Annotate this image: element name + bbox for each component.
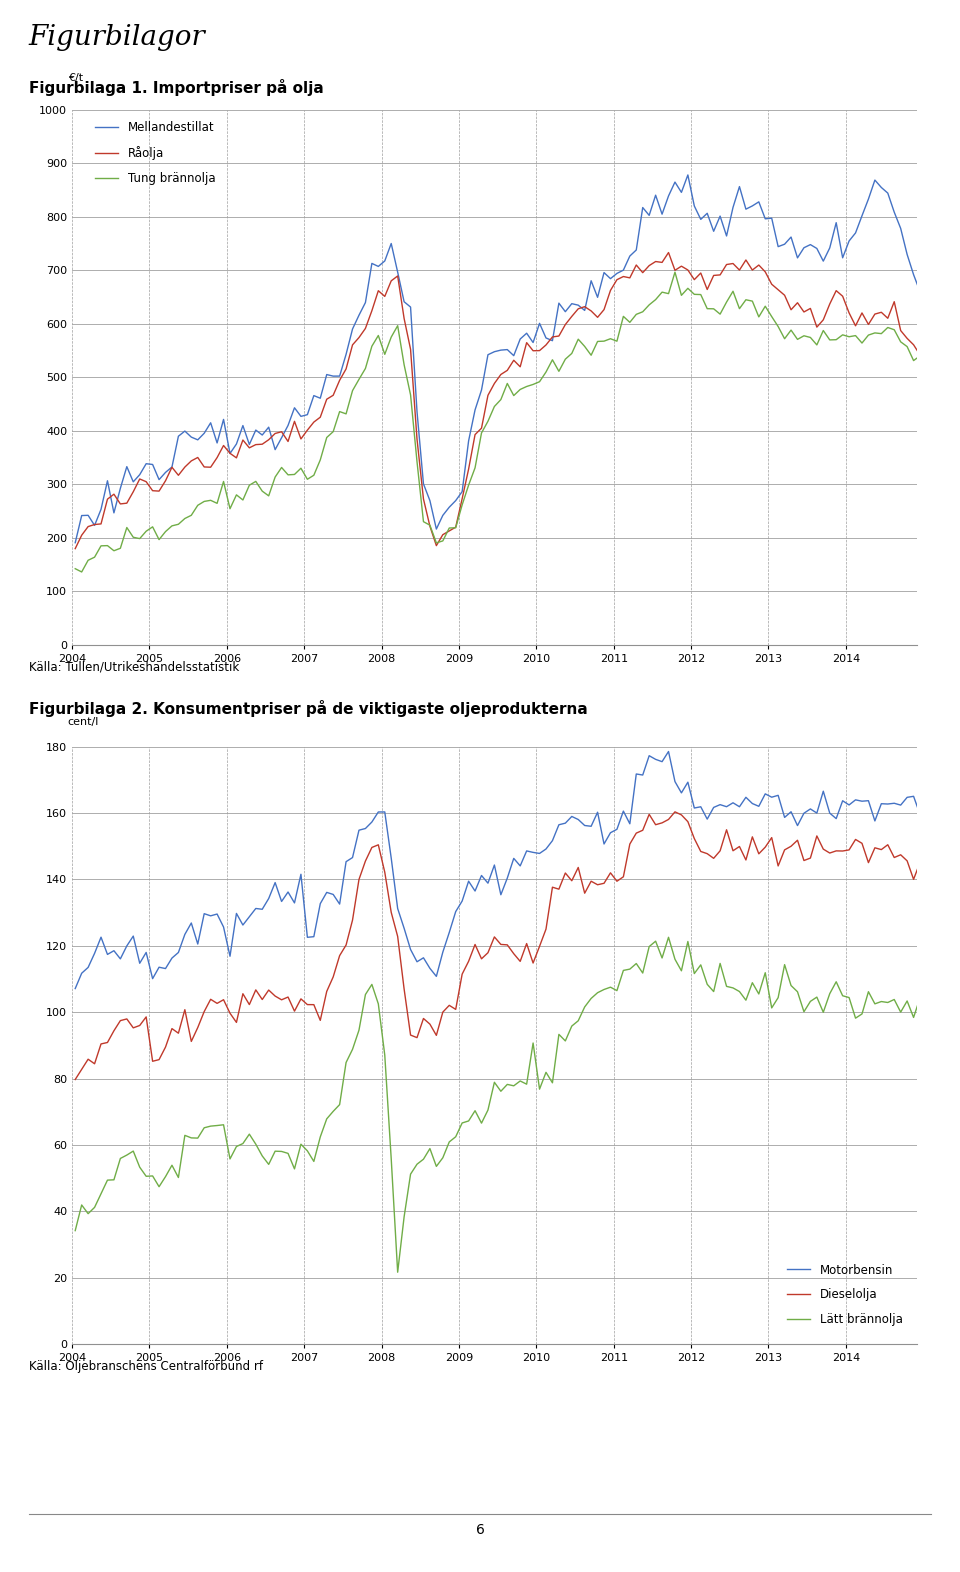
Mellandestillat: [759, 209, 771, 228]
Motorbensin: [353, 821, 365, 839]
Tung brännolja: [76, 563, 87, 582]
Tung brännolja: [669, 263, 681, 281]
Line: Mellandestillat: Mellandestillat: [75, 174, 920, 542]
Mellandestillat: [353, 307, 365, 325]
Mellandestillat: [69, 533, 81, 552]
Råolja: [914, 346, 925, 365]
Dieselolja: [914, 854, 925, 872]
Råolja: [69, 539, 81, 558]
Motorbensin: [173, 943, 184, 962]
Lätt brännolja: [766, 998, 778, 1017]
Dieselolja: [69, 1071, 81, 1089]
Line: Dieselolja: Dieselolja: [75, 811, 920, 1080]
Råolja: [662, 244, 674, 263]
Text: Figurbilaga 1. Importpriser på olja: Figurbilaga 1. Importpriser på olja: [29, 79, 324, 96]
Text: Figurbilaga 2. Konsumentpriser på de viktigaste oljeprodukterna: Figurbilaga 2. Konsumentpriser på de vik…: [29, 700, 588, 717]
Line: Råolja: Råolja: [75, 253, 920, 549]
Motorbensin: [327, 885, 339, 904]
Mellandestillat: [914, 283, 925, 302]
Dieselolja: [327, 967, 339, 986]
Tung brännolja: [759, 297, 771, 316]
Text: Källa: Oljebranschens Centralförbund rf: Källa: Oljebranschens Centralförbund rf: [29, 1360, 263, 1372]
Motorbensin: [914, 805, 925, 824]
Motorbensin: [140, 943, 152, 962]
Text: Källa: Tullen/Utrikeshandelsstatistik: Källa: Tullen/Utrikeshandelsstatistik: [29, 660, 239, 673]
Råolja: [753, 256, 764, 275]
Tung brännolja: [334, 402, 346, 421]
Mellandestillat: [753, 192, 764, 211]
Lätt brännolja: [914, 989, 925, 1008]
Mellandestillat: [327, 366, 339, 385]
Mellandestillat: [683, 165, 694, 184]
Lätt brännolja: [69, 1221, 81, 1240]
Motorbensin: [753, 797, 764, 816]
Lätt brännolja: [662, 927, 674, 946]
Legend: Motorbensin, Dieselolja, Lätt brännolja: Motorbensin, Dieselolja, Lätt brännolja: [786, 1264, 902, 1327]
Råolja: [759, 263, 771, 281]
Text: cent/l: cent/l: [68, 717, 99, 726]
Lätt brännolja: [759, 964, 771, 982]
Dieselolja: [669, 802, 681, 821]
Dieselolja: [759, 838, 771, 857]
Text: Figurbilagor: Figurbilagor: [29, 24, 205, 50]
Lätt brännolja: [140, 1166, 152, 1185]
Dieselolja: [353, 869, 365, 888]
Line: Tung brännolja: Tung brännolja: [75, 272, 920, 572]
Line: Motorbensin: Motorbensin: [75, 751, 920, 989]
Råolja: [327, 385, 339, 404]
Råolja: [173, 465, 184, 484]
Dieselolja: [173, 1023, 184, 1042]
Motorbensin: [69, 979, 81, 998]
Dieselolja: [140, 1008, 152, 1027]
Mellandestillat: [140, 454, 152, 473]
Tung brännolja: [147, 517, 158, 536]
Text: €/t: €/t: [68, 72, 83, 83]
Mellandestillat: [173, 426, 184, 445]
Lätt brännolja: [173, 1168, 184, 1187]
Tung brännolja: [766, 307, 778, 325]
Line: Lätt brännolja: Lätt brännolja: [75, 937, 920, 1272]
Råolja: [353, 329, 365, 347]
Legend: Mellandestillat, Råolja, Tung brännolja: Mellandestillat, Råolja, Tung brännolja: [95, 121, 215, 185]
Tung brännolja: [69, 560, 81, 578]
Text: 6: 6: [475, 1523, 485, 1537]
Lätt brännolja: [327, 1102, 339, 1121]
Lätt brännolja: [392, 1262, 403, 1281]
Lätt brännolja: [353, 1020, 365, 1039]
Motorbensin: [759, 784, 771, 803]
Råolja: [140, 472, 152, 490]
Tung brännolja: [914, 346, 925, 365]
Motorbensin: [662, 742, 674, 761]
Dieselolja: [753, 844, 764, 863]
Tung brännolja: [360, 358, 372, 377]
Tung brännolja: [180, 509, 191, 528]
